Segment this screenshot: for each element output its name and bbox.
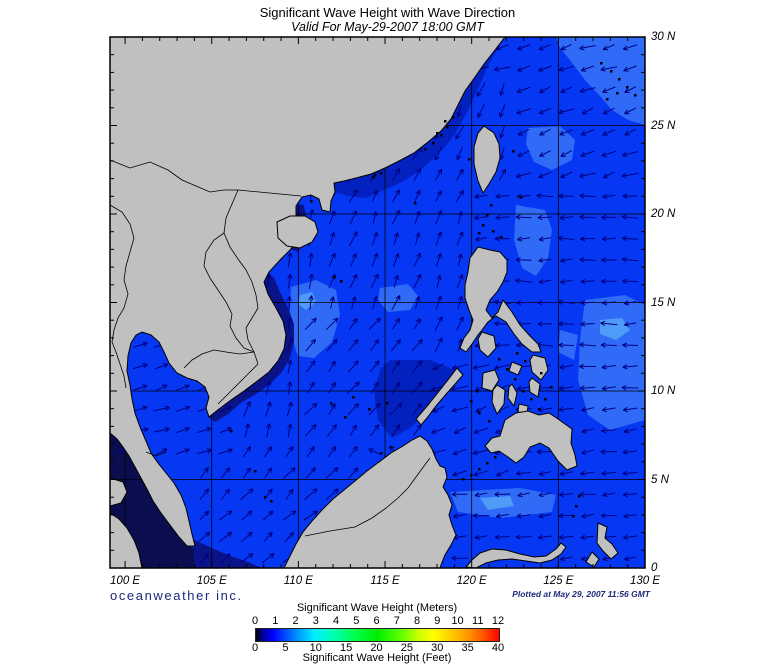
legend-feet-tick: 20 — [370, 642, 383, 654]
land-masbate — [508, 361, 523, 376]
axis-ticks — [110, 37, 645, 568]
lon-tick-label: 110 E — [283, 575, 313, 587]
land-negros — [491, 384, 506, 416]
lat-tick-label: 20 N — [651, 208, 676, 220]
land-sulawesi — [464, 542, 567, 568]
land-mindanao — [484, 410, 578, 471]
land-mainland-asia — [110, 37, 506, 547]
lon-tick-label: 130 E — [629, 575, 661, 587]
legend-feet-tick: 0 — [251, 642, 259, 654]
country-borders — [110, 159, 431, 537]
land-cebu — [507, 383, 518, 408]
lat-tick-label: 30 N — [651, 31, 676, 43]
legend-meters-tick: 6 — [373, 615, 380, 627]
land-taiwan — [473, 125, 501, 195]
legend-meters-tick: 8 — [413, 615, 421, 627]
legend-meters-tick: 4 — [332, 615, 340, 627]
land-halmahera — [596, 522, 619, 560]
legend-feet-tick: 25 — [400, 642, 413, 654]
land-sumatra — [110, 512, 143, 568]
valid-time-subtitle: Valid For May-29-2007 18:00 GMT — [291, 20, 484, 34]
oceanweather-logo-text: oceanweather inc. — [110, 588, 243, 603]
legend-title-feet: Significant Wave Height (Feet) — [302, 652, 452, 664]
page-title: Significant Wave Height with Wave Direct… — [259, 5, 516, 20]
legend-feet-tick: 35 — [461, 642, 474, 654]
land-luzon — [459, 246, 542, 353]
land-hainan — [276, 215, 319, 249]
legend-meters-tick: 0 — [251, 615, 259, 627]
colorbar — [255, 628, 500, 642]
legend-feet-tick: 10 — [309, 642, 322, 654]
lat-tick-label: 0 — [651, 562, 658, 574]
legend-feet-tick: 15 — [340, 642, 353, 654]
landmasses — [110, 37, 619, 568]
land-mindoro — [477, 331, 497, 358]
legend-meters-tick: 3 — [312, 615, 319, 627]
legend-meters-tick: 5 — [353, 615, 360, 627]
legend-meters-tick: 12 — [491, 615, 505, 627]
lat-tick-label: 15 N — [651, 296, 676, 309]
lon-tick-label: 105 E — [196, 575, 227, 587]
lon-tick-label: 100 E — [110, 575, 141, 587]
land-samar — [529, 354, 549, 381]
legend-feet-tick: 5 — [282, 642, 289, 654]
legend-meters-tick: 2 — [292, 615, 299, 627]
land-halmahera-south — [585, 551, 600, 568]
land-palawan — [415, 367, 464, 426]
islets — [230, 62, 637, 518]
legend-meters-tick: 7 — [393, 615, 400, 627]
lon-tick-label: 115 E — [370, 575, 400, 587]
legend-title-meters: Significant Wave Height (Meters) — [296, 602, 458, 614]
lon-tick-label: 120 E — [456, 575, 487, 587]
land-panay — [481, 369, 500, 392]
legend-meters-tick: 11 — [472, 615, 484, 627]
land-borneo — [283, 435, 457, 568]
land-leyte — [528, 377, 541, 398]
legend-meters-tick: 1 — [272, 615, 279, 627]
legend-meters-tick: 10 — [451, 615, 464, 627]
lat-tick-label: 5 N — [651, 473, 669, 486]
legend-feet-tick: 30 — [431, 642, 444, 654]
legend-feet-tick: 40 — [491, 642, 505, 654]
lat-tick-label: 25 N — [651, 119, 676, 132]
land-langkawi — [110, 477, 128, 507]
lon-tick-label: 125 E — [543, 575, 574, 587]
plotted-timestamp: Plotted at May 29, 2007 11:56 GMT — [512, 589, 650, 599]
lat-tick-label: 10 N — [651, 385, 676, 397]
legend-meters-tick: 9 — [434, 615, 441, 627]
ocean-light-patches — [289, 37, 645, 518]
